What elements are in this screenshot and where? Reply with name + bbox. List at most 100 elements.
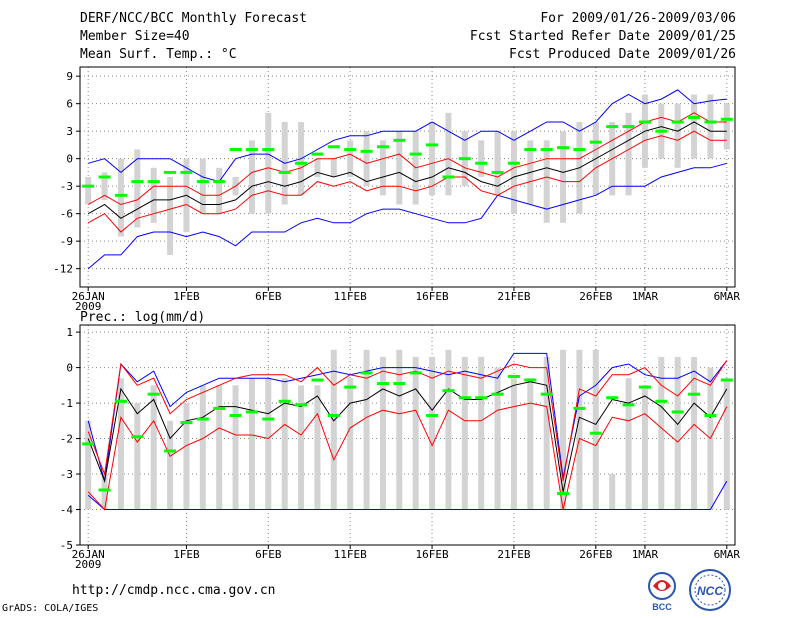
- median-marker: [491, 170, 504, 174]
- median-marker: [557, 146, 570, 150]
- median-marker: [376, 145, 389, 149]
- median-marker: [491, 392, 504, 396]
- median-marker: [327, 145, 340, 149]
- median-marker: [442, 389, 455, 393]
- y-tick-label: 1: [66, 326, 73, 339]
- ensemble-box: [101, 474, 108, 510]
- footer-url[interactable]: http://cmdp.ncc.cma.gov.cn: [72, 583, 276, 598]
- median-marker: [147, 392, 160, 396]
- median-marker: [638, 385, 651, 389]
- median-marker: [82, 442, 95, 446]
- ensemble-box: [248, 140, 255, 214]
- ensemble-box: [625, 378, 632, 510]
- median-marker: [622, 125, 635, 129]
- median-marker: [524, 148, 537, 151]
- ensemble-box: [281, 378, 288, 510]
- median-marker: [196, 417, 209, 421]
- ensemble-box: [265, 378, 272, 510]
- median-marker: [393, 382, 406, 386]
- min-line: [87, 480, 728, 510]
- ensemble-box: [510, 378, 517, 510]
- median-marker: [557, 492, 570, 496]
- ensemble-box: [560, 349, 567, 510]
- y-tick-label: -3: [60, 468, 73, 481]
- bcc-logo-label: BCC: [652, 602, 672, 612]
- ensemble-box: [85, 420, 92, 510]
- ensemble-box: [723, 103, 730, 150]
- mean-line: [87, 121, 727, 219]
- x-year-label: 2009: [75, 300, 102, 310]
- ensemble-box: [641, 385, 648, 510]
- ensemble-box: [429, 356, 436, 510]
- x-tick-label: 21FEB: [497, 290, 530, 303]
- median-marker: [278, 170, 291, 174]
- y-tick-label: 6: [66, 98, 73, 111]
- x-tick-label: 6FEB: [255, 548, 282, 561]
- ensemble-box: [363, 349, 370, 510]
- ensemble-box: [199, 385, 206, 510]
- median-marker: [475, 161, 488, 165]
- x-tick-label: 1MAR: [632, 548, 659, 561]
- x-tick-label: 6MAR: [714, 290, 741, 303]
- ensemble-box: [150, 167, 157, 223]
- ensemble-box: [543, 140, 550, 223]
- median-marker: [180, 170, 193, 174]
- median-marker: [327, 413, 340, 417]
- ensemble-box: [134, 403, 141, 510]
- grads-credit: GrADS: COLA/IGES: [2, 603, 99, 614]
- precip-title: Prec.: log(mm/d): [80, 310, 206, 325]
- median-marker: [671, 120, 684, 124]
- median-marker: [131, 180, 144, 184]
- median-marker: [311, 378, 324, 382]
- median-marker: [688, 392, 701, 396]
- ensemble-box: [167, 177, 174, 255]
- y-tick-label: -1: [60, 397, 73, 410]
- median-marker: [606, 125, 619, 129]
- median-marker: [589, 140, 602, 144]
- x-tick-label: 1MAR: [632, 290, 659, 303]
- lower-spread-line: [87, 402, 728, 511]
- median-marker: [164, 449, 177, 453]
- ensemble-box: [167, 420, 174, 510]
- median-marker: [98, 175, 111, 179]
- x-tick-label: 1FEB: [173, 548, 200, 561]
- ensemble-box: [592, 349, 599, 510]
- median-marker: [295, 161, 308, 165]
- ensemble-box: [445, 349, 452, 510]
- median-marker: [720, 378, 733, 382]
- median-marker: [622, 403, 635, 407]
- median-marker: [573, 148, 586, 151]
- y-tick-label: 9: [66, 70, 73, 83]
- min-line: [87, 162, 727, 270]
- median-marker: [114, 193, 127, 197]
- ensemble-box: [314, 385, 321, 510]
- ensemble-box: [396, 349, 403, 510]
- x-tick-label: 26JAN: [72, 290, 105, 303]
- median-marker: [688, 115, 701, 119]
- y-tick-label: -12: [53, 263, 73, 276]
- ensemble-box: [560, 131, 567, 223]
- lower-spread-line: [87, 130, 727, 233]
- max-line: [88, 89, 727, 183]
- y-tick-label: 0: [66, 362, 73, 375]
- median-marker: [589, 431, 602, 435]
- median-marker: [213, 406, 226, 410]
- x-tick-label: 11FEB: [334, 290, 367, 303]
- ensemble-box: [543, 356, 550, 510]
- x-tick-label: 21FEB: [497, 548, 530, 561]
- ensemble-box: [478, 356, 485, 510]
- median-marker: [638, 120, 651, 124]
- median-marker: [720, 117, 733, 121]
- median-marker: [376, 382, 389, 386]
- ensemble-box: [134, 149, 141, 228]
- ensemble-box: [216, 167, 223, 214]
- median-marker: [311, 152, 324, 156]
- ensemble-box: [101, 172, 108, 200]
- median-marker: [147, 180, 160, 184]
- y-tick-label: 0: [66, 153, 73, 166]
- median-marker: [262, 417, 275, 421]
- ensemble-box: [265, 112, 272, 214]
- variable-label: Mean Surf. Temp.: °C: [80, 47, 237, 62]
- y-tick-label: -5: [60, 539, 73, 552]
- y-tick-label: -3: [60, 180, 73, 193]
